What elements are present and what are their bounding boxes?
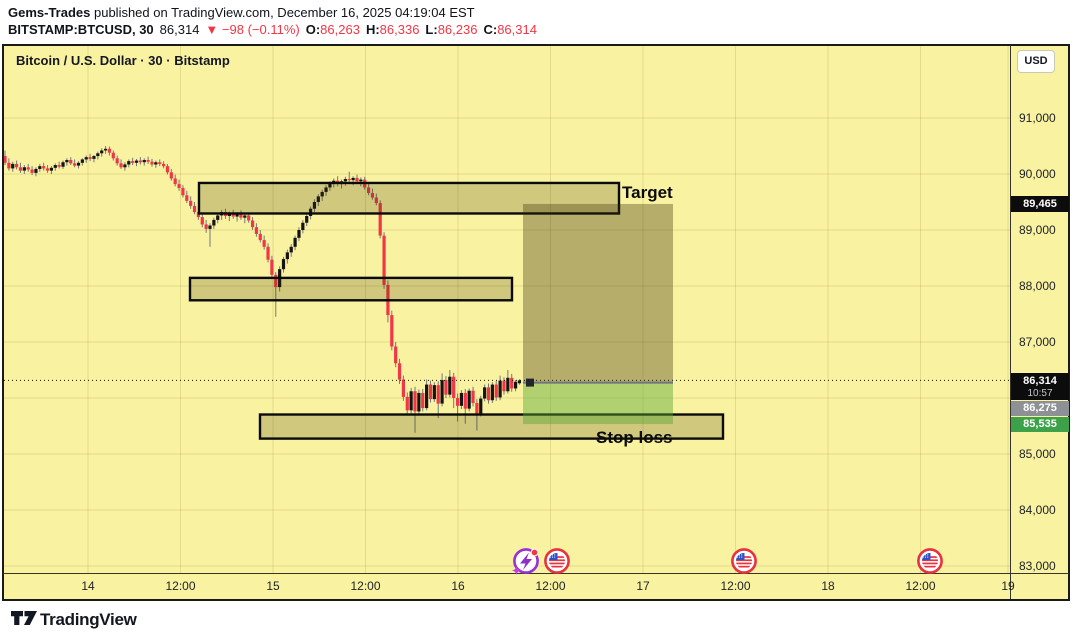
price-tick-label: 87,000 <box>1019 335 1056 349</box>
time-tick-label: 12:00 <box>535 579 565 593</box>
price-tick-label: 88,000 <box>1019 279 1056 293</box>
target-price-axis-label: 89,465 <box>1011 196 1069 212</box>
time-tick-label: 12:00 <box>905 579 935 593</box>
position-profit-zone[interactable] <box>523 203 673 383</box>
symbol-header: BITSTAMP:BTCUSD, 30 86,314 ▼ −98 (−0.11%) O… <box>8 22 537 37</box>
time-tick-label: 17 <box>636 579 650 593</box>
entry-price-axis-label: 86,275 <box>1011 401 1069 416</box>
notification-dot <box>530 548 539 557</box>
time-tick-label: 18 <box>821 579 835 593</box>
snapshot-footer: TradingView <box>0 601 1074 640</box>
mid-supply-zone[interactable] <box>188 276 514 302</box>
time-tick-label: 14 <box>81 579 95 593</box>
time-tick-label: 15 <box>266 579 280 593</box>
lightning-icon <box>520 552 532 570</box>
position-loss-zone[interactable] <box>523 382 673 425</box>
time-axis[interactable]: 14 12:00 15 12:00 16 12:00 17 12:00 18 12:00 19 <box>81 579 1015 593</box>
tradingview-logo-icon[interactable] <box>10 608 38 632</box>
time-tick-label: 12:00 <box>720 579 750 593</box>
time-tick-label: 16 <box>451 579 465 593</box>
target-supply-zone[interactable] <box>197 181 621 215</box>
symbol-name: BITSTAMP:BTCUSD, 30 <box>8 22 154 37</box>
tradingview-wordmark[interactable]: TradingView <box>40 610 137 629</box>
time-tick-label: 19 <box>1001 579 1015 593</box>
target-annotation[interactable]: Target <box>622 183 673 202</box>
currency-toggle-button[interactable]: USD <box>1017 50 1055 73</box>
ohlc-open-label: O: <box>305 22 321 37</box>
bar-countdown: 10:57 <box>1027 388 1053 399</box>
stop-loss-zone[interactable] <box>258 413 725 440</box>
us-economic-event-icon[interactable] <box>544 548 570 574</box>
price-tick-label: 84,000 <box>1019 503 1056 517</box>
price-change: ▼ −98 (−0.11%) <box>205 22 300 37</box>
price-tick-label: 90,000 <box>1019 167 1056 181</box>
ohlc-high-value: 86,336 <box>379 22 420 37</box>
price-tick-label: 89,000 <box>1019 223 1056 237</box>
current-price-value: 86,314 <box>1023 375 1057 387</box>
ohlc-close-value: 86,314 <box>497 22 537 37</box>
sparkle-icon <box>512 566 521 575</box>
ohlc-high-label: H: <box>365 22 380 37</box>
us-economic-event-icon[interactable] <box>917 548 943 574</box>
last-price: 86,314 <box>159 22 200 37</box>
grid-lines <box>4 46 1010 573</box>
current-price-axis-label: 86,314 10:57 <box>1011 373 1069 400</box>
time-tick-label: 12:00 <box>165 579 195 593</box>
ohlc-open-value: 86,263 <box>320 22 360 37</box>
ohlc-close-label: C: <box>483 22 498 37</box>
stop-price-axis-label: 85,535 <box>1011 417 1069 432</box>
chart-frame[interactable] <box>2 44 1070 601</box>
ohlc-low-value: 86,236 <box>437 22 478 37</box>
price-tick-label: 85,000 <box>1019 447 1056 461</box>
publish-header: Gems-Trades published on TradingView.com… <box>8 5 475 20</box>
publish-info: published on TradingView.com, December 1… <box>90 5 475 20</box>
author-name: Gems-Trades <box>8 5 91 20</box>
ohlc-low-label: L: <box>425 22 438 37</box>
entry-line-handle[interactable] <box>526 378 534 387</box>
time-tick-label: 12:00 <box>350 579 380 593</box>
chart-legend-title: Bitcoin / U.S. Dollar · 30 · Bitstamp <box>16 53 230 68</box>
crypto-event-icon[interactable] <box>512 548 539 575</box>
stop-loss-annotation[interactable]: Stop loss <box>596 428 673 447</box>
price-axis[interactable]: 91,000 90,000 89,000 88,000 87,000 85,000 84,0… <box>1019 111 1056 573</box>
price-tick-label: 91,000 <box>1019 111 1056 125</box>
price-tick-label: 83,000 <box>1019 559 1056 573</box>
us-economic-event-icon[interactable] <box>731 548 757 574</box>
